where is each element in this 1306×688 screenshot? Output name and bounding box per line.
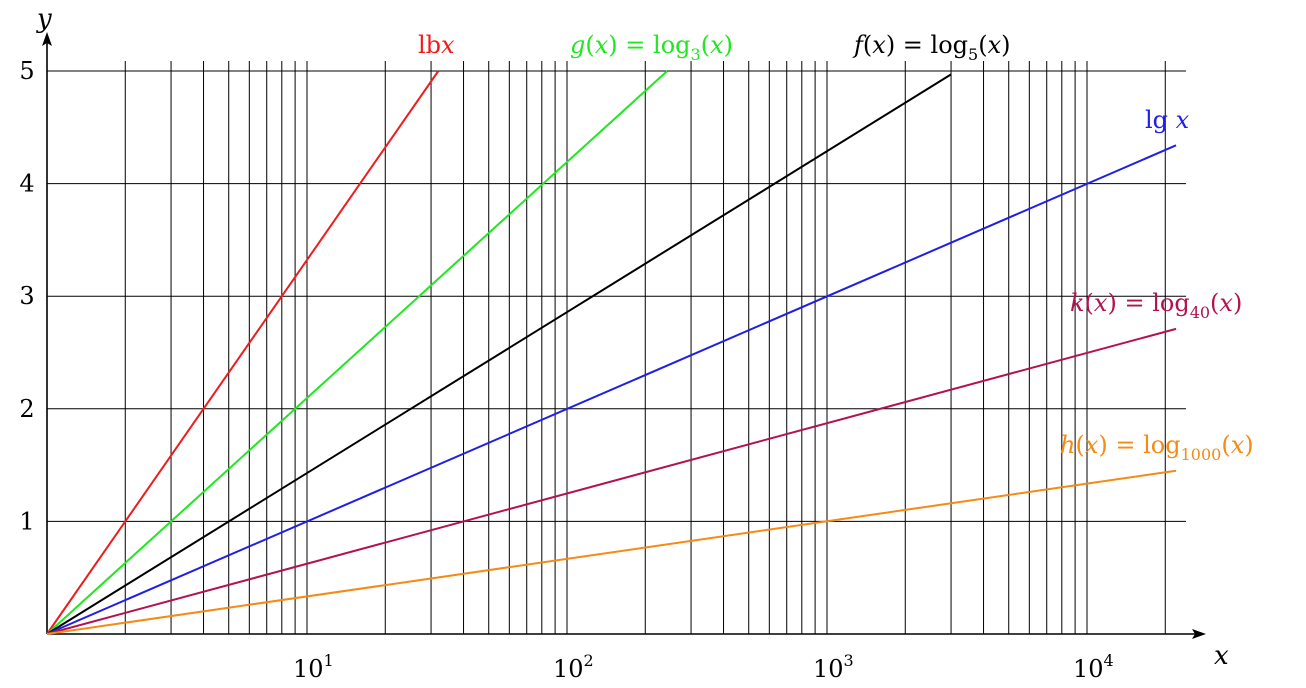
series-label-function: h	[1060, 431, 1075, 459]
series-label-variable: x	[595, 31, 609, 59]
y-tick-label: 1	[19, 507, 34, 535]
series-label-variable: x	[1085, 431, 1099, 459]
x-tick-label: 102	[553, 651, 594, 683]
x-tick-label: 101	[293, 651, 334, 683]
x-tick-base: 10	[553, 655, 584, 683]
series-label-log-base-2: lbx	[418, 31, 455, 59]
series-label-log-base-10: lg x	[1145, 106, 1190, 134]
y-tick-label: 5	[19, 57, 34, 85]
y-axis-arrow	[42, 32, 52, 46]
axes	[42, 32, 1206, 639]
x-tick-base: 10	[293, 655, 324, 683]
series-label-text: (	[1221, 431, 1230, 459]
x-tick-label: 103	[813, 651, 854, 683]
series-label-text: (	[701, 31, 710, 59]
series-label-log-base-40: k(x) = log40(x)	[1070, 289, 1242, 322]
y-tick-label: 2	[19, 395, 34, 423]
series-label-text: (	[585, 31, 594, 59]
x-tick-exponent: 4	[1104, 651, 1114, 670]
series-label-variable: x	[441, 31, 455, 59]
series-label-text: (	[1210, 289, 1219, 317]
series-label-text: )	[1233, 289, 1242, 317]
series-label-variable: x	[1231, 431, 1245, 459]
series-label-subscript: 3	[691, 45, 701, 64]
series-label-log-base-3: g(x) = log3(x)	[570, 31, 733, 64]
series-line-log-base-10	[46, 144, 1177, 635]
series-line-log-base-1000	[46, 469, 1177, 635]
x-tick-base: 10	[813, 655, 844, 683]
series-line-log-base-3	[46, 70, 668, 635]
x-axis-arrow	[1192, 629, 1206, 639]
y-tick-label: 4	[19, 170, 34, 198]
y-axis-label: y	[36, 4, 52, 34]
series-label-text: (	[1075, 431, 1084, 459]
series-label-function: k	[1070, 289, 1085, 317]
series-label-subscript: 40	[1190, 303, 1210, 322]
series-label-text: (	[863, 31, 872, 59]
series-label-text: lg	[1145, 106, 1176, 134]
series-label-text: (	[1085, 289, 1094, 317]
y-tick-label: 3	[19, 282, 34, 310]
series-label-variable: x	[988, 31, 1002, 59]
series-label-subscript: 5	[968, 45, 978, 64]
x-tick-exponent: 1	[324, 651, 334, 670]
x-axis-label: x	[1214, 641, 1229, 671]
series-lines	[46, 70, 1177, 635]
x-tick-base: 10	[1073, 655, 1104, 683]
x-tick-exponent: 3	[844, 651, 854, 670]
series-label-variable: x	[1176, 106, 1190, 134]
x-tick-label: 104	[1073, 651, 1114, 683]
series-label-variable: x	[872, 31, 886, 59]
series-label-variable: x	[1094, 289, 1108, 317]
grid	[47, 61, 1186, 634]
series-label-log-base-5: f(x) = log5(x)	[852, 31, 1011, 64]
series-label-subscript: 1000	[1181, 445, 1222, 464]
series-line-log-base-2	[46, 70, 440, 635]
series-label-text: ) = log	[886, 31, 968, 59]
series-label-text: ) = log	[608, 31, 690, 59]
series-label-text: ) = log	[1107, 289, 1189, 317]
series-label-function: g	[570, 31, 585, 59]
series-line-log-base-5	[46, 73, 952, 635]
series-line-log-base-40	[46, 327, 1177, 635]
x-tick-exponent: 2	[584, 651, 594, 670]
series-label-text: lb	[418, 31, 441, 59]
series-label-text: )	[1001, 31, 1010, 59]
series-label-variable: x	[1219, 289, 1233, 317]
series-label-text: ) = log	[1098, 431, 1180, 459]
series-label-log-base-1000: h(x) = log1000(x)	[1060, 431, 1254, 464]
series-label-text: )	[724, 31, 733, 59]
series-label-text: )	[1244, 431, 1253, 459]
series-label-variable: x	[710, 31, 724, 59]
series-label-text: (	[978, 31, 987, 59]
